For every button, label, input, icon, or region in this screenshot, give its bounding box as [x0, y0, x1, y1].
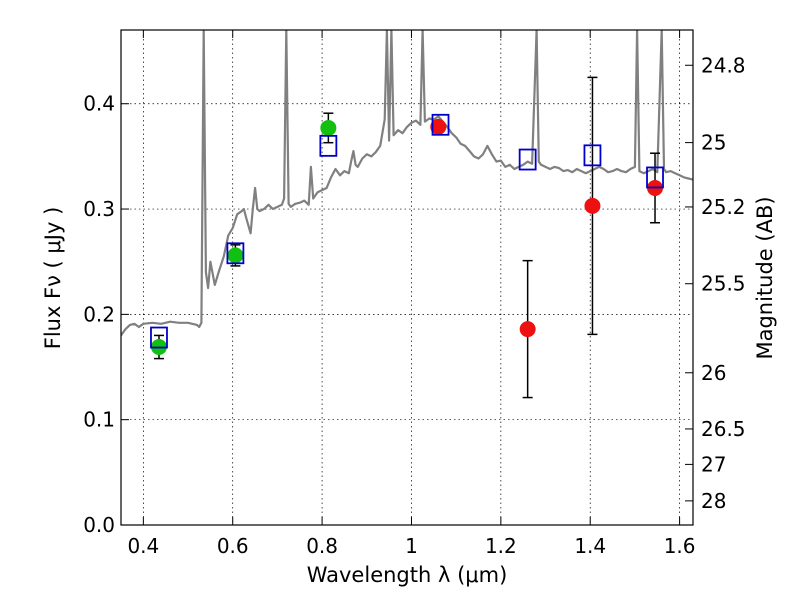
x-tick-label: 0.4	[127, 534, 159, 558]
x-tick-label: 1.4	[574, 534, 606, 558]
y-axis-label: Flux Fν ( μJy )	[41, 207, 65, 350]
data-markers	[150, 113, 664, 356]
y-tick-label: 0.3	[83, 197, 115, 221]
right-y-tick-label: 25.2	[701, 195, 746, 219]
plot-frame	[120, 29, 694, 526]
right-y-tick-label: 25.5	[701, 272, 746, 296]
x-axis-label: Wavelength λ (μm)	[307, 563, 508, 587]
right-y-axis-label: Magnitude (AB)	[753, 196, 777, 359]
x-tick-label: 1	[405, 534, 418, 558]
model-photometry-square	[583, 144, 602, 167]
x-tick-label: 1.6	[664, 534, 696, 558]
right-y-tick-label: 25	[701, 131, 726, 155]
x-tick-label: 1.2	[485, 534, 517, 558]
x-tick-label: 0.6	[217, 534, 249, 558]
model-photometry-square	[226, 242, 245, 265]
x-tick-label: 0.8	[306, 534, 338, 558]
spectrum	[121, 30, 693, 337]
axes: 0.4 0.6 0.8 1 1.2 1.4 1.6 0.0 0.1 0.2 0.3 0.4 24.8 25…	[83, 30, 746, 558]
y-tick-label: 0.2	[83, 302, 115, 326]
data-point-green	[227, 247, 244, 264]
y-tick-label: 0.1	[83, 408, 115, 432]
data-point-green	[320, 119, 337, 136]
data-point-red	[584, 197, 601, 214]
y-tick-label: 0.0	[83, 513, 115, 537]
y-tick-label: 0.4	[83, 92, 115, 116]
model-photometry-square	[518, 148, 537, 171]
right-y-tick-label: 26	[701, 361, 726, 385]
right-y-tick-label: 26.5	[701, 417, 746, 441]
right-y-tick-label: 27	[701, 452, 726, 476]
right-y-tick-label: 24.8	[701, 53, 746, 77]
model-photometry-square	[431, 113, 450, 136]
model-photometry-square	[150, 326, 168, 349]
grid	[121, 30, 693, 526]
data-point-red	[519, 321, 536, 338]
spectrum-line	[121, 30, 693, 337]
model-photometry-square	[646, 166, 664, 189]
model-photometry-square	[319, 134, 338, 157]
right-y-tick-label: 28	[701, 489, 726, 513]
